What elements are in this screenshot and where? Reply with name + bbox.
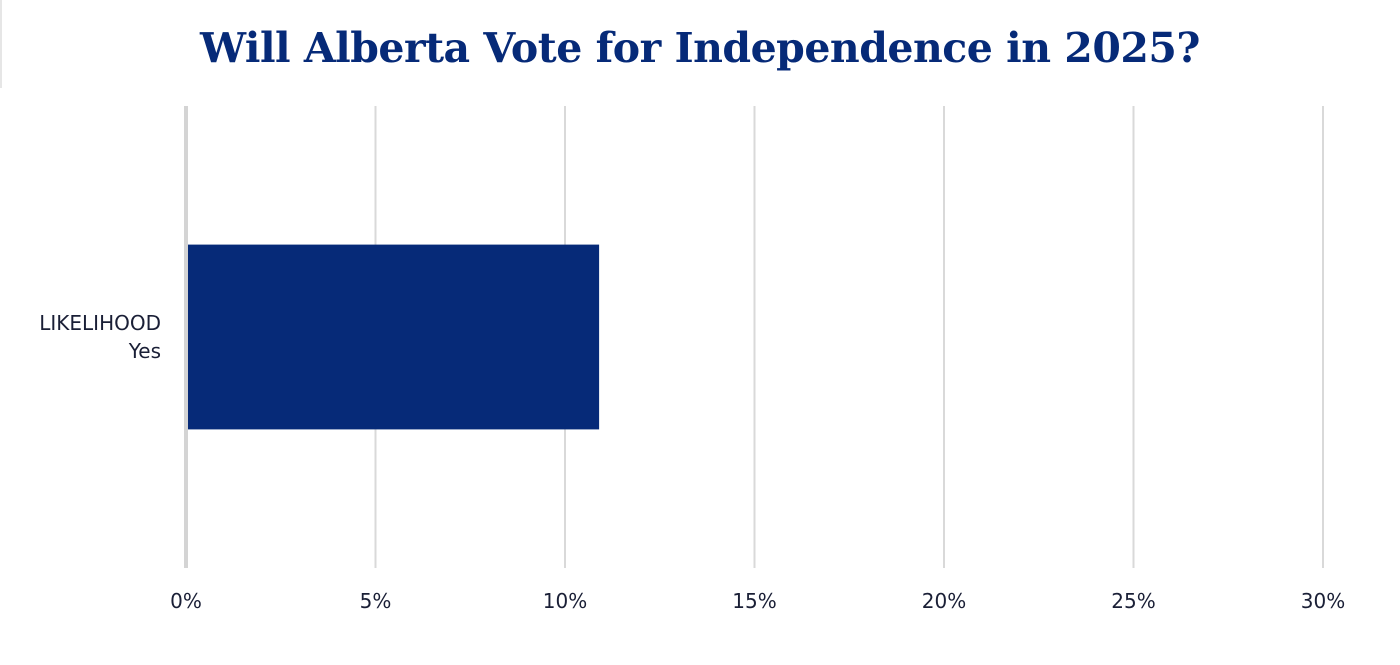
category-labels: LIKELIHOOD Yes [39,311,161,363]
x-tick-labels: 0% 5% 10% 15% 20% 25% 30% [170,589,1345,613]
y-axis [184,106,188,568]
x-tick-label: 20% [922,589,966,613]
bar [188,244,600,430]
x-tick-label: 5% [360,589,392,613]
left-edge-rule [0,0,2,88]
zero-axis-line [184,106,188,568]
x-tick-label: 10% [543,589,587,613]
x-tick-label: 30% [1301,589,1345,613]
x-tick-label: 15% [732,589,776,613]
bars [188,244,600,430]
x-tick-label: 25% [1111,589,1155,613]
chart-title: Will Alberta Vote for Independence in 20… [200,24,1200,72]
category-label: LIKELIHOOD [39,311,161,335]
x-tick-label: 0% [170,589,202,613]
category-label: Yes [128,339,161,363]
